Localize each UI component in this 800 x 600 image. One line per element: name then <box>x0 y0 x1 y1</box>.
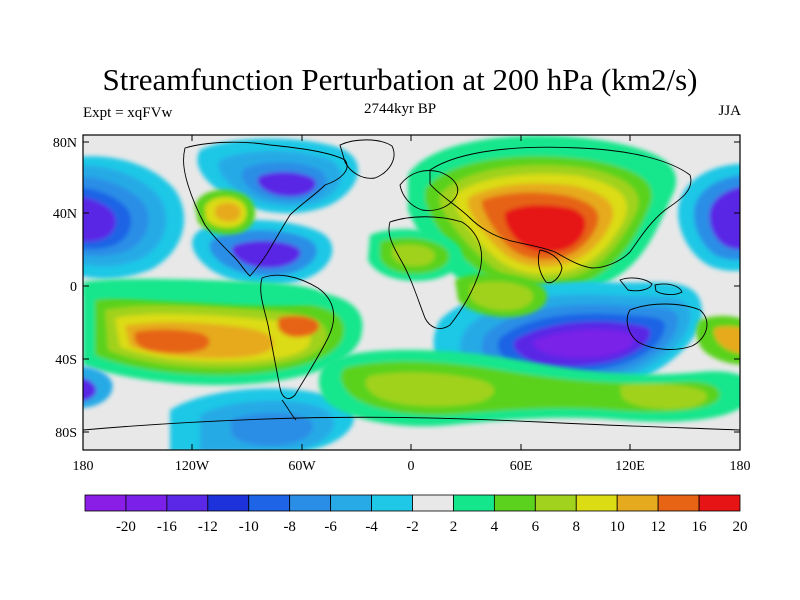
colorbar-label: 10 <box>610 519 625 535</box>
colorbar: -20 -16 -12 -10 -8 -6 -4 -2 2 4 6 8 10 12 16 20 <box>84 494 748 535</box>
colorbar-swatch <box>534 494 577 512</box>
colorbar-label: -12 <box>198 519 218 535</box>
colorbar-swatch <box>575 494 618 512</box>
axis-ticks <box>82 135 741 450</box>
colorbar-swatch <box>289 494 332 512</box>
west-pacific-low-left <box>83 156 184 279</box>
colorbar-label: 20 <box>733 519 748 535</box>
sw-low <box>83 366 113 408</box>
colorbar-label: -4 <box>365 519 378 535</box>
time-label: 2744kyr BP <box>363 101 437 117</box>
colorbar-swatch <box>207 494 250 512</box>
west-pacific-low-right <box>678 163 740 271</box>
lat-label: 80N <box>53 136 77 151</box>
colorbar-swatch <box>698 494 741 512</box>
map-panel <box>83 135 740 450</box>
colorbar-swatch <box>616 494 659 512</box>
colorbar-label: 6 <box>532 519 540 535</box>
colorbar-swatch <box>493 494 536 512</box>
colorbar-label: 16 <box>692 519 708 535</box>
east-africa-high <box>455 273 548 318</box>
colorbar-swatch <box>248 494 291 512</box>
plot-title: Streamfunction Perturbation at 200 hPa (… <box>102 62 698 97</box>
colorbar-swatch <box>125 494 168 512</box>
experiment-label: Expt = xqFVw <box>83 105 173 121</box>
lon-label: 60E <box>510 459 533 474</box>
colorbar-label: -2 <box>406 519 419 535</box>
colorbar-swatch <box>412 494 454 512</box>
colorbar-swatch <box>371 494 413 512</box>
lat-label: 0 <box>70 280 77 295</box>
colorbar-label: -10 <box>239 519 259 535</box>
colorbar-label: -16 <box>157 519 177 535</box>
colorbar-label: 4 <box>491 519 499 535</box>
colorbar-swatch <box>166 494 209 512</box>
lat-label: 40S <box>55 353 77 368</box>
colorbar-label: 8 <box>573 519 581 535</box>
colorbar-label: -8 <box>283 519 296 535</box>
lon-label: 180 <box>73 459 94 474</box>
lat-label: 80S <box>55 426 77 441</box>
coastlines <box>83 139 740 431</box>
colorbar-swatch <box>657 494 700 512</box>
season-label: JJA <box>718 103 741 119</box>
lon-label: 120W <box>175 459 210 474</box>
lon-labels: 180 120W 60W 0 60E 120E 180 <box>73 459 751 474</box>
lon-label: 180 <box>730 459 751 474</box>
ne-pacific-high <box>195 189 256 235</box>
colorbar-swatch <box>330 494 372 512</box>
colorbar-label: 12 <box>651 519 666 535</box>
colorbar-label: -20 <box>116 519 136 535</box>
lat-labels: 80N 40N 0 40S 80S <box>53 136 77 441</box>
colorbar-label: 2 <box>450 519 458 535</box>
colorbar-swatch <box>453 494 495 512</box>
colorbar-swatch <box>84 494 127 512</box>
lon-label: 60W <box>288 459 316 474</box>
lat-label: 40N <box>53 207 77 222</box>
lon-label: 0 <box>408 459 415 474</box>
south-pacific-high <box>83 284 363 385</box>
se-pacific-high <box>696 315 740 365</box>
south-atlantic-high <box>319 349 740 427</box>
lon-label: 120E <box>615 459 645 474</box>
colorbar-label: -6 <box>324 519 337 535</box>
